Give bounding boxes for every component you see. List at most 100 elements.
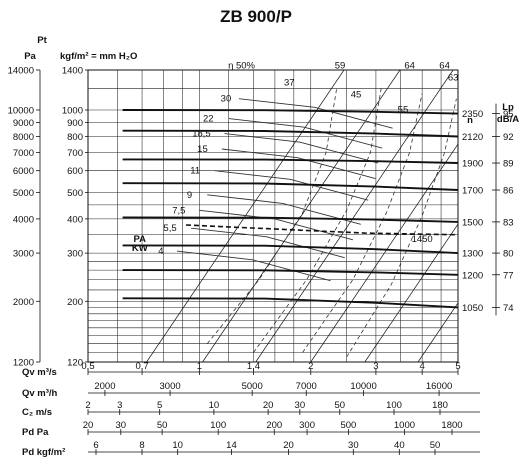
left-tick-label: 5000 <box>13 188 34 199</box>
lp-tick-label: 80 <box>503 249 514 260</box>
power-curve <box>221 148 376 180</box>
lp-tick-label: 86 <box>503 186 514 197</box>
power-label: 7,5 <box>172 205 185 216</box>
pressure-curves <box>122 109 459 309</box>
bottom-scale-tick-label: 180 <box>432 400 448 411</box>
power-curve <box>224 133 379 164</box>
inner-tick-label: 800 <box>67 132 83 143</box>
bottom-scale-tick-label: 20 <box>263 400 274 411</box>
inner-tick-label: 300 <box>67 249 83 260</box>
left-axis-label-top: Pt <box>37 35 47 46</box>
bottom-scale-tick-label: 1000 <box>394 420 415 431</box>
pressure-curve-1200 <box>122 269 459 276</box>
bottom-scale-tick-label: 50 <box>430 440 441 451</box>
rpm-label: 1700 <box>462 186 483 197</box>
bottom-scale-tick-label: 14 <box>226 440 237 451</box>
lp-tick-label: 95 <box>503 109 514 120</box>
rpm-label: 1300 <box>462 249 483 260</box>
bottom-scale-tick-label: 100 <box>386 400 402 411</box>
rpm-axis-label: n <box>467 115 473 126</box>
bottom-scale-tick-label: 0,5 <box>81 361 94 372</box>
inner-tick-label: 600 <box>67 166 83 177</box>
rpm-label: 2350 <box>462 109 483 120</box>
bottom-scale-tick-label: 20 <box>83 420 94 431</box>
inner-tick-label: 500 <box>67 188 83 199</box>
power-label: 22 <box>203 114 214 125</box>
power-curve <box>228 118 383 149</box>
left-tick-label: 3000 <box>13 249 34 260</box>
bottom-scale-tick-label: 100 <box>210 420 226 431</box>
efficiency-curve <box>206 88 338 344</box>
bottom-scale-tick-label: 6 <box>93 440 98 451</box>
kw-label: KW <box>132 243 148 254</box>
power-curves <box>176 98 393 282</box>
rpm-axis-ticks: 2350 2120 1900 1700 1500 1300 1200 1050 <box>462 109 483 314</box>
power-curve <box>176 250 331 282</box>
power-label: 11 <box>190 166 200 177</box>
bottom-scale-label: C₂ m/s <box>22 407 52 418</box>
bottom-scale-tick-label: 7000 <box>296 381 317 392</box>
left-tick-label: 9000 <box>13 118 34 129</box>
bottom-scale-tick-label: 16000 <box>426 381 452 392</box>
bottom-scale-tick-label: 2000 <box>94 381 115 392</box>
bottom-scale-tick-label: 3 <box>373 361 378 372</box>
power-label: 15 <box>197 144 208 155</box>
bottom-scale-tick-label: 50 <box>157 420 168 431</box>
left-tick-label: 6000 <box>13 166 34 177</box>
inner-tick-label: 700 <box>67 148 83 159</box>
lp-tick-label: 83 <box>503 217 514 228</box>
bottom-scale-tick-label: 30 <box>116 420 127 431</box>
bottom-scale-tick-label: 10 <box>209 400 220 411</box>
pa-speed-label: 1450 <box>412 234 433 245</box>
power-curve <box>207 194 361 225</box>
efficiency-curve <box>302 93 423 353</box>
left-tick-label: 8000 <box>13 132 34 143</box>
bottom-scale-label: Qv m³/h <box>22 388 58 399</box>
pressure-curve-1050 <box>122 297 459 309</box>
bottom-scale-tick-label: 8 <box>139 440 144 451</box>
efficiency-label: 45 <box>351 90 362 101</box>
power-label: 9 <box>187 190 192 201</box>
bottom-scale-tick-label: 1800 <box>441 420 462 431</box>
power-label: 5,5 <box>163 223 176 234</box>
bottom-scale-tick-label: 50 <box>335 400 346 411</box>
bottom-scale-tick-label: 200 <box>266 420 282 431</box>
bottom-scale-tick-label: 1 <box>197 361 202 372</box>
inner-tick-label: 1000 <box>62 105 83 116</box>
inner-tick-label: 200 <box>67 297 83 308</box>
system-line <box>364 223 458 362</box>
bottom-scale-tick-label: 1,4 <box>247 361 260 372</box>
bottom-scale-tick-label: 4 <box>419 361 424 372</box>
bottom-scale-tick-label: 2 <box>85 400 90 411</box>
bottom-scale-tick-label: 5 <box>157 400 162 411</box>
system-lines <box>146 70 458 362</box>
inner-axis-label: kgf/m² = mm H₂O <box>60 51 137 62</box>
pressure-curve-1900 <box>122 158 459 164</box>
inner-axis-ticks: 1400 1000 900 800 700 600 500 400 300 200 120 <box>62 66 88 369</box>
left-tick-label: 14000 <box>8 66 34 77</box>
efficiency-label: 55 <box>398 104 409 115</box>
bottom-scale-tick-label: 5 <box>455 361 460 372</box>
lp-axis-ticks: 95 92 89 86 83 80 77 74 <box>492 103 514 316</box>
bottom-scale-tick-label: 2 <box>308 361 313 372</box>
bottom-scale-label: Pd Pa <box>22 427 49 438</box>
inner-tick-label: 400 <box>67 214 83 225</box>
bottom-scale-tick-label: 10000 <box>350 381 376 392</box>
rpm-label: 1900 <box>462 159 483 170</box>
efficiency-label: η 50% <box>228 60 255 71</box>
power-curve <box>199 209 354 241</box>
power-curve <box>191 227 345 259</box>
chart-title: ZB 900/P <box>220 7 292 26</box>
bottom-scales: Qv m³/s 0,5 0,7 1 1,4 2 3 4 5 Qv m³/h 2000 3000 5000… <box>22 361 480 458</box>
power-label: 4 <box>158 246 163 257</box>
pressure-curve-2120 <box>122 129 459 138</box>
bottom-scale-tick-label: 0,7 <box>135 361 148 372</box>
bottom-scale-tick-label: 5000 <box>242 381 263 392</box>
efficiency-curve <box>346 98 457 358</box>
lp-tick-label: 89 <box>503 159 514 170</box>
rpm-label: 1200 <box>462 270 483 281</box>
bottom-scale-label: Pd kgf/m² <box>22 447 65 458</box>
rpm-label: 1500 <box>462 217 483 228</box>
power-curve <box>238 98 393 129</box>
